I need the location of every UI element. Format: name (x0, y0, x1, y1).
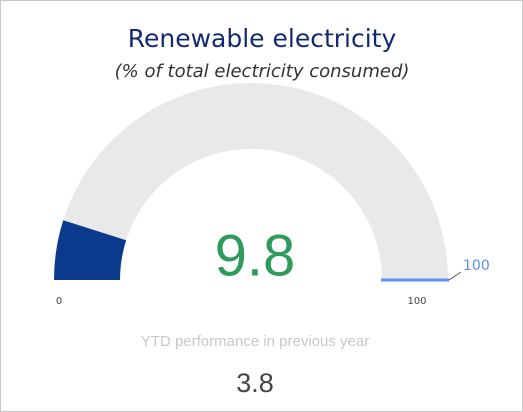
max-label: 100 (407, 296, 426, 307)
comparison-label: YTD performance in previous year (141, 333, 369, 350)
chart-title: Renewable electricity (128, 24, 397, 53)
min-label: 0 (56, 296, 62, 307)
comparison-value: 3.8 (236, 368, 274, 398)
gauge-track (54, 83, 448, 280)
gauge-value-label: 9.8 (215, 223, 296, 288)
chart-subtitle: (% of total electricity consumed) (115, 61, 410, 82)
target-leader (448, 271, 462, 281)
gauge-value (54, 220, 127, 280)
target-label: 100 (463, 258, 490, 274)
